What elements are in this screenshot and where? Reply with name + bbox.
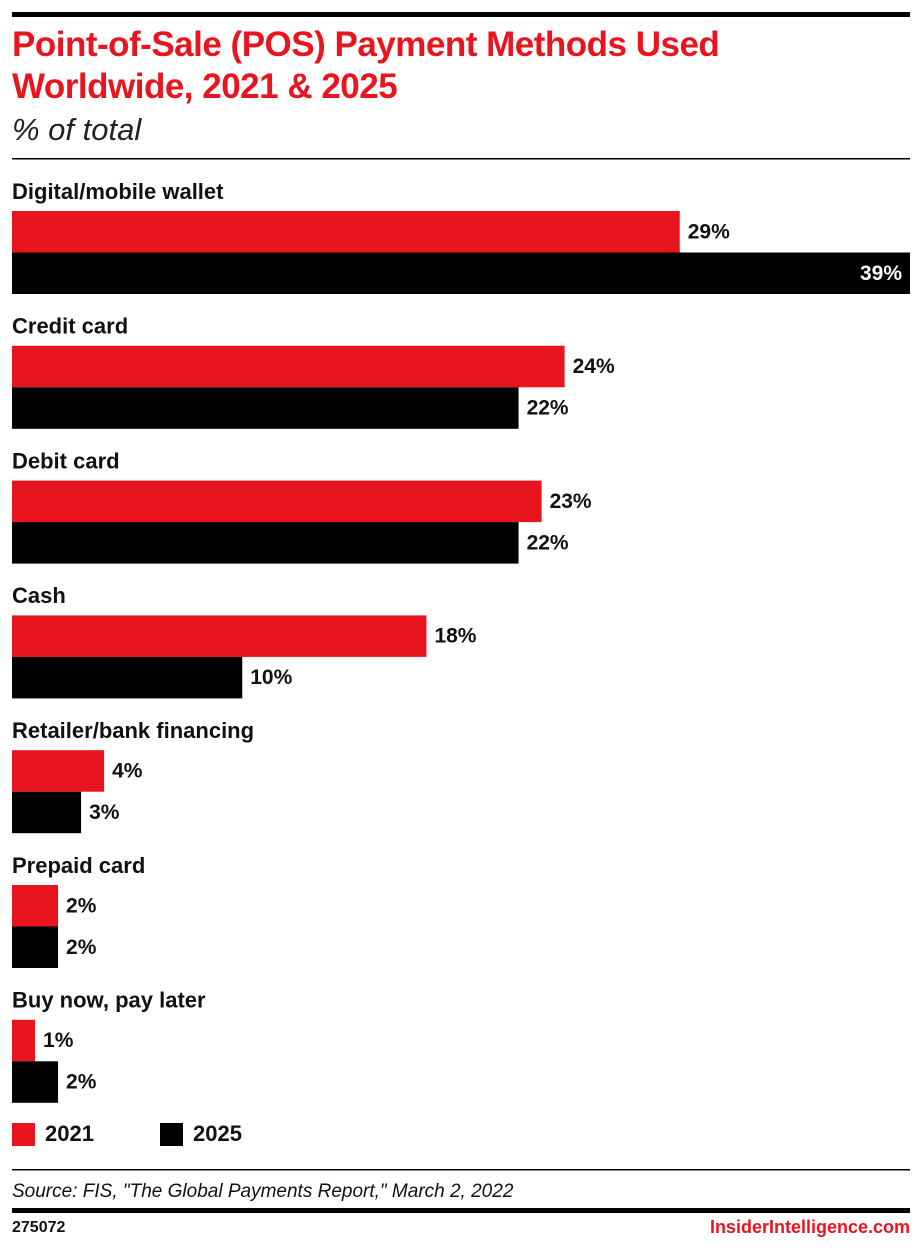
bar [12, 615, 427, 657]
chart-subtitle: % of total [12, 112, 142, 147]
bar [12, 926, 59, 968]
bar [12, 522, 519, 564]
bar [12, 750, 105, 792]
legend-label: 2025 [193, 1121, 242, 1146]
value-label: 18% [434, 625, 476, 648]
header-rule [12, 158, 910, 160]
legend-label: 2021 [45, 1121, 94, 1146]
value-label: 23% [550, 490, 592, 513]
top-rule [12, 12, 910, 17]
value-label: 4% [112, 759, 143, 782]
bar [12, 387, 519, 429]
chart-title: Point-of-Sale (POS) Payment Methods Used… [12, 25, 720, 106]
value-label: 22% [527, 397, 569, 420]
bar [12, 480, 542, 523]
bar [12, 211, 680, 253]
value-label: 1% [43, 1029, 74, 1052]
bar [12, 1019, 36, 1062]
value-label: 39% [860, 262, 902, 285]
bar [12, 885, 59, 927]
category-label: Digital/mobile wallet [12, 179, 224, 204]
legend-swatch [160, 1123, 183, 1146]
source-rule [12, 1169, 910, 1171]
brand: InsiderIntelligence.com [710, 1217, 910, 1237]
bar [12, 345, 565, 388]
value-label: 10% [250, 666, 292, 689]
bar [12, 656, 243, 699]
value-label: 2% [66, 936, 97, 959]
value-label: 2% [66, 1071, 97, 1094]
legend-swatch [12, 1123, 35, 1146]
category-label: Buy now, pay later [12, 988, 206, 1013]
footer-rule [12, 1208, 910, 1213]
value-label: 3% [89, 801, 120, 824]
category-label: Retailer/bank financing [12, 718, 254, 743]
source: Source: FIS, "The Global Payments Report… [12, 1181, 514, 1202]
category-label: Cash [12, 583, 66, 608]
value-label: 2% [66, 894, 97, 917]
bar [12, 252, 910, 294]
value-label: 29% [688, 220, 730, 243]
category-label: Debit card [12, 448, 120, 473]
category-label: Credit card [12, 314, 128, 339]
category-label: Prepaid card [12, 853, 145, 878]
chart-id: 275072 [12, 1219, 65, 1236]
bar [12, 791, 82, 834]
value-label: 22% [527, 531, 569, 554]
bar [12, 1061, 59, 1103]
value-label: 24% [573, 355, 615, 378]
